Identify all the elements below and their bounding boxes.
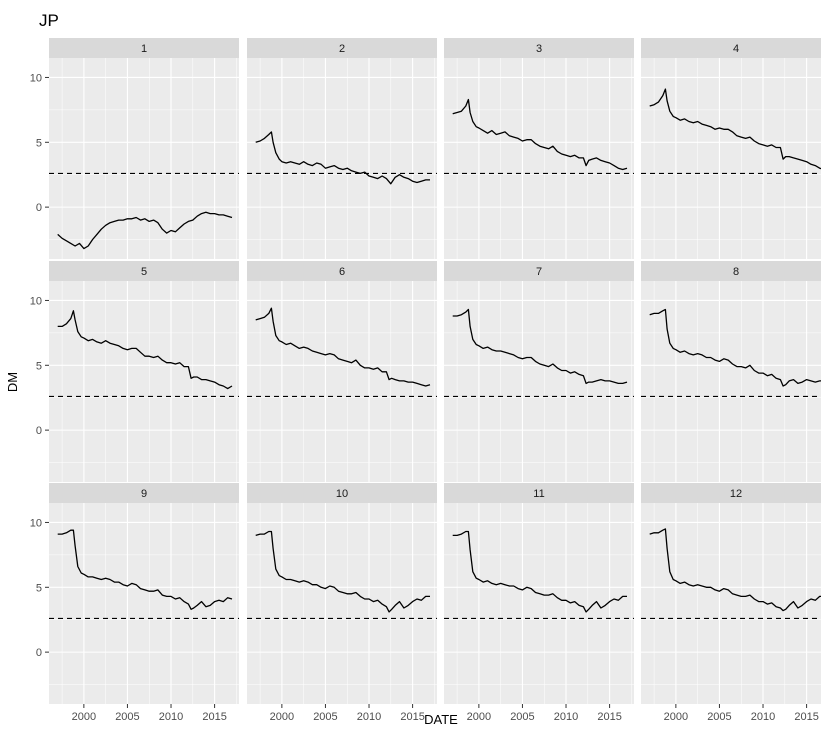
x-tick-label: 2015 xyxy=(202,711,226,723)
facet-strip xyxy=(49,38,239,58)
facet-panel-2: 2 xyxy=(247,38,437,259)
series-line-11 xyxy=(452,530,627,613)
x-tick-label: 2015 xyxy=(400,711,424,723)
facet-strip-label: 9 xyxy=(141,488,147,500)
y-tick-label: 10 xyxy=(30,517,42,529)
facet-strip-label: 5 xyxy=(141,266,147,278)
x-tick-label: 2005 xyxy=(313,711,337,723)
y-tick-label: 0 xyxy=(36,647,42,659)
series-line-9 xyxy=(57,529,233,610)
facet-strip-label: 11 xyxy=(533,488,544,500)
series-line-5 xyxy=(57,310,233,390)
facet-strip xyxy=(641,261,821,281)
facet-strip xyxy=(247,38,437,58)
series-line-7 xyxy=(452,308,628,385)
panel-background xyxy=(49,58,239,259)
x-tick-label: 2000 xyxy=(664,711,688,723)
x-tick-label: 2010 xyxy=(159,711,183,723)
panel-background xyxy=(641,503,821,704)
facet-strip xyxy=(49,483,239,503)
panel-background xyxy=(641,281,821,482)
facet-strip-label: 7 xyxy=(536,266,542,278)
facet-strip-label: 12 xyxy=(730,488,742,500)
y-tick-label: 5 xyxy=(36,360,42,372)
facet-strip xyxy=(247,483,437,503)
chart-title: JP xyxy=(39,11,59,30)
facet-strip xyxy=(444,261,634,281)
facet-panel-10: 10 xyxy=(247,483,437,704)
panel-background xyxy=(49,281,239,482)
facet-panels: 1 2 3 45 6 7 89 10 11 12 xyxy=(49,38,821,704)
facet-strip xyxy=(641,483,821,503)
facet-panel-6: 6 xyxy=(247,261,437,482)
facet-strip-label: 8 xyxy=(733,266,739,278)
facet-strip-label: 3 xyxy=(536,43,542,55)
x-axis-title: DATE xyxy=(424,712,458,727)
facet-panel-4: 4 xyxy=(641,38,821,259)
panel-background xyxy=(444,58,634,259)
panel-background xyxy=(641,58,821,259)
y-axis-title: DM xyxy=(5,372,20,392)
axes: 0 5 10 0 5 10 0 5 10 2000 2005 2010 2015 2000 2005 2010… xyxy=(30,72,819,723)
x-tick-label: 2005 xyxy=(115,711,139,723)
series-line-2 xyxy=(255,131,430,185)
y-tick-label: 10 xyxy=(30,72,42,84)
x-tick-label: 2010 xyxy=(554,711,578,723)
x-tick-label: 2015 xyxy=(597,711,621,723)
y-tick-label: 0 xyxy=(36,425,42,437)
panel-background xyxy=(247,58,437,259)
x-tick-label: 2000 xyxy=(72,711,96,723)
facet-strip xyxy=(444,38,634,58)
y-tick-label: 5 xyxy=(36,582,42,594)
facet-panel-12: 12 xyxy=(641,483,821,704)
facet-strip xyxy=(247,261,437,281)
x-tick-label: 2010 xyxy=(751,711,775,723)
series-line-6 xyxy=(255,307,431,387)
series-line-10 xyxy=(255,530,430,613)
series-line-4 xyxy=(649,88,821,170)
series-line-1 xyxy=(57,211,233,250)
facet-strip-label: 10 xyxy=(336,488,348,500)
facet-panel-1: 1 xyxy=(49,38,239,259)
x-tick-label: 2010 xyxy=(357,711,381,723)
facet-panel-8: 8 xyxy=(641,261,821,482)
x-tick-label: 2005 xyxy=(510,711,534,723)
series-line-12 xyxy=(649,528,821,612)
panel-background xyxy=(49,503,239,704)
facet-strip xyxy=(641,38,821,58)
facet-panel-5: 5 xyxy=(49,261,239,482)
panel-background xyxy=(444,503,634,704)
facet-strip-label: 1 xyxy=(141,43,147,55)
y-tick-label: 5 xyxy=(36,137,42,149)
facet-strip xyxy=(49,261,239,281)
facet-strip-label: 4 xyxy=(733,43,739,55)
facet-panel-9: 9 xyxy=(49,483,239,704)
series-line-3 xyxy=(452,98,628,171)
series-line-8 xyxy=(649,308,821,387)
facet-strip-label: 6 xyxy=(339,266,345,278)
panel-background xyxy=(247,503,437,704)
facet-strip-label: 2 xyxy=(339,43,345,55)
y-tick-label: 0 xyxy=(36,202,42,214)
facet-strip xyxy=(444,483,634,503)
y-tick-label: 10 xyxy=(30,295,42,307)
x-tick-label: 2000 xyxy=(270,711,294,723)
x-tick-label: 2015 xyxy=(794,711,818,723)
x-tick-label: 2005 xyxy=(707,711,731,723)
x-tick-label: 2000 xyxy=(467,711,491,723)
facet-panel-3: 3 xyxy=(444,38,634,259)
facet-panel-11: 11 xyxy=(444,483,634,704)
panel-background xyxy=(444,281,634,482)
facet-panel-7: 7 xyxy=(444,261,634,482)
